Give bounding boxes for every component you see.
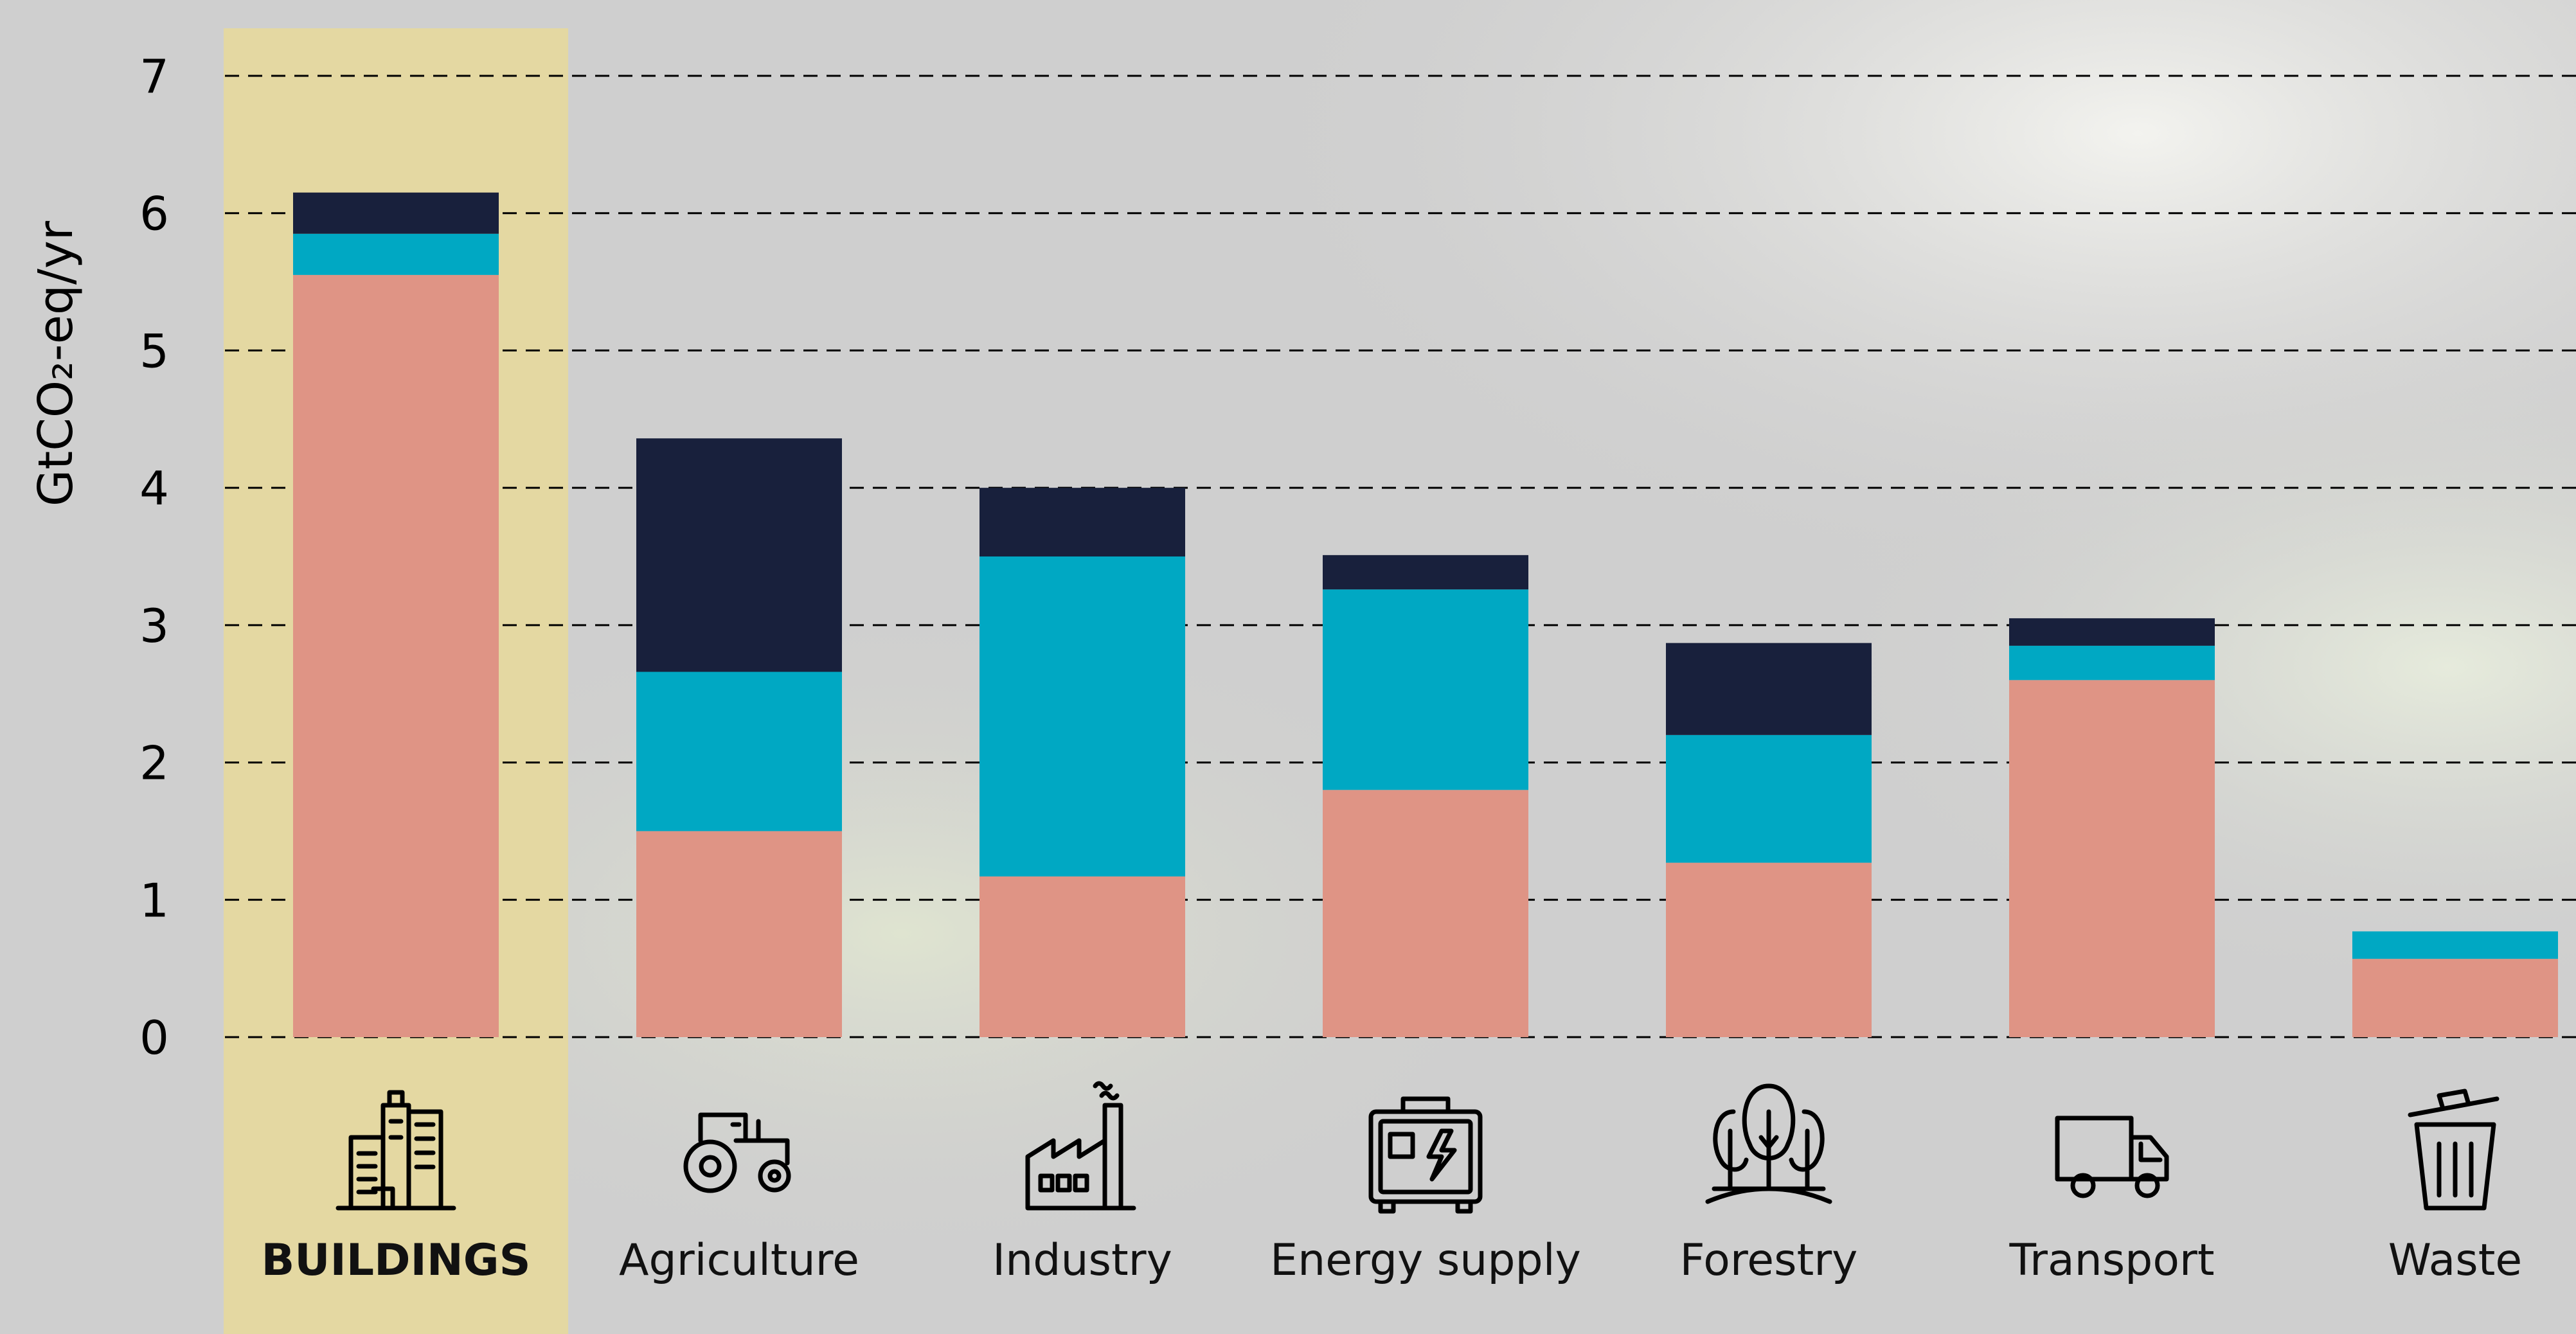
bar-segment [2009, 618, 2215, 646]
bar-segment [2009, 645, 2215, 680]
category-icons [335, 1081, 2500, 1214]
bar-segment [1323, 555, 1528, 590]
y-tick-label: 1 [139, 873, 169, 927]
bar-segment [636, 438, 842, 672]
y-tick-label: 3 [139, 599, 169, 653]
y-tick-label: 7 [139, 49, 169, 103]
bar-segment [293, 192, 499, 234]
bar-segment [293, 274, 499, 1037]
bar-segment [979, 488, 1185, 556]
bar-segment [979, 876, 1185, 1037]
bar-segment [1666, 862, 1872, 1037]
y-axis-title: GtCO₂-eq/yr [28, 220, 84, 506]
y-tick-label: 5 [139, 324, 169, 378]
bar-segment [1323, 589, 1528, 790]
y-axis-ticks: 0 1 2 3 4 5 6 7 [139, 49, 169, 1065]
y-tick-label: 6 [139, 187, 169, 241]
buildings-icon [335, 1090, 456, 1211]
bar-segment [979, 556, 1185, 876]
category-label: Energy supply [1270, 1235, 1581, 1286]
trash-bin-icon [2408, 1089, 2500, 1211]
category-label: Forestry [1680, 1235, 1858, 1286]
factory-icon [1025, 1081, 1136, 1211]
tractor-icon [683, 1112, 791, 1193]
truck-icon [2055, 1116, 2169, 1198]
bar-segment [636, 831, 842, 1037]
category-label: Industry [992, 1235, 1172, 1286]
bar-segment [2352, 931, 2558, 959]
bar-segment [293, 233, 499, 275]
bars [293, 192, 2558, 1037]
y-tick-label: 0 [139, 1011, 169, 1065]
bar-segment [2352, 959, 2558, 1037]
category-label: Agriculture [619, 1235, 859, 1286]
generator-icon [1368, 1096, 1483, 1214]
bar-segment [1666, 734, 1872, 863]
bar-segment [636, 671, 842, 832]
category-label: Transport [2008, 1235, 2214, 1286]
bar-segment [1323, 790, 1528, 1037]
y-tick-label: 2 [139, 736, 169, 790]
bar-segment [1666, 643, 1872, 735]
y-tick-label: 4 [139, 461, 169, 515]
category-label: Waste [2388, 1235, 2522, 1286]
category-label: BUILDINGS [261, 1235, 530, 1286]
bar-segment [2009, 680, 2215, 1037]
category-labels: BUILDINGS Agriculture Industry Energy suppl… [261, 1235, 2522, 1286]
trees-icon [1705, 1083, 1832, 1204]
